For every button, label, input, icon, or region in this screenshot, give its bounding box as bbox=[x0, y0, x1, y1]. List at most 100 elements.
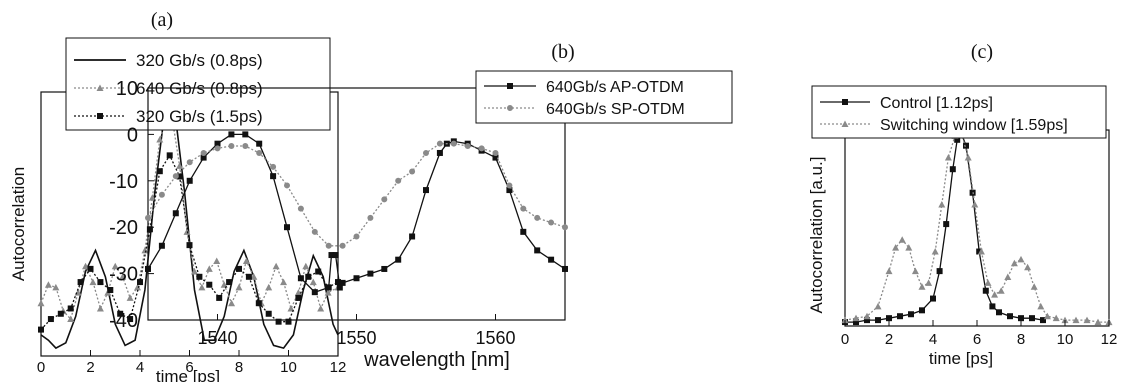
panel-c-series-2-point bbox=[1004, 273, 1012, 280]
panel-b-series-1-point bbox=[423, 187, 429, 194]
panel-c-x-tick-label: 4 bbox=[929, 331, 937, 348]
panel-c-series-2-point bbox=[984, 279, 992, 286]
panel-b-series-2-point bbox=[423, 149, 429, 156]
panel-a-x-tick-label: 2 bbox=[86, 359, 94, 376]
panel-c-series-1-point bbox=[1018, 315, 1024, 322]
panel-c-series-1-point bbox=[1007, 313, 1013, 320]
panel-c-series-1-point bbox=[886, 315, 892, 322]
panel-b-series-2-point bbox=[200, 149, 207, 156]
panel-b-y-ticks: 10 0 -10 -20 -30 -40 bbox=[109, 78, 154, 332]
panel-b-x-axis-label: wavelength [nm] bbox=[363, 349, 510, 371]
panel-c-series-2-point bbox=[841, 316, 849, 324]
panel-a-series-3-point bbox=[315, 268, 322, 275]
panel-a-series-2-point bbox=[156, 136, 164, 143]
panel-b-series-2-point bbox=[520, 205, 527, 212]
panel-c-series-2-point bbox=[874, 302, 882, 310]
panel-b-series-1-point bbox=[328, 252, 335, 259]
panel-c-series-1-point bbox=[864, 317, 870, 324]
panel-c-legend-marker-2 bbox=[841, 120, 849, 127]
panel-a-series-3-point bbox=[107, 287, 114, 293]
panel-c-legend-marker-1 bbox=[842, 99, 848, 105]
panel-a-series-3-point bbox=[295, 294, 302, 301]
panel-c-series-2-point bbox=[1083, 316, 1091, 324]
panel-c-series-2-point bbox=[885, 267, 893, 275]
panel-a-series-2-point bbox=[250, 273, 258, 280]
panel-b-y-tick-label: 10 bbox=[116, 78, 138, 100]
panel-b-series-1-point bbox=[332, 252, 339, 259]
panel-b-series-2-point bbox=[478, 145, 485, 152]
panel-b-x-tick-label: 1540 bbox=[197, 328, 237, 348]
panel-a-series-2-point bbox=[89, 278, 97, 286]
panel-b-legend-marker-2 bbox=[507, 105, 513, 111]
panel-b-y-tick-label: -30 bbox=[109, 264, 138, 286]
panel-c-series-2-point bbox=[931, 248, 939, 255]
panel-c-legend-label-2: Switching window [1.59ps] bbox=[880, 117, 1068, 134]
panel-a-series-3-point bbox=[305, 273, 312, 280]
panel-a-series-2-point bbox=[205, 265, 213, 272]
panel-b-series-1-point bbox=[409, 233, 416, 240]
panel-a-series-3-point bbox=[137, 279, 143, 286]
panel-b-series-1-point bbox=[381, 265, 388, 272]
panel-a-series-3-point bbox=[97, 279, 104, 286]
panel-c-series-1-point bbox=[976, 248, 983, 255]
panel-a-series-3-point bbox=[47, 316, 54, 323]
panel-b-series-1-point bbox=[436, 149, 443, 156]
panel-b-series-1-point bbox=[367, 270, 374, 277]
panel-a-series-2-point bbox=[294, 289, 302, 296]
panel-a-series-2-point bbox=[111, 262, 119, 270]
panel-b-series-1-point bbox=[395, 256, 402, 263]
panel-a-series-3-point bbox=[38, 326, 44, 333]
panel-c-series-1-point bbox=[996, 309, 1002, 316]
panel-c-series-2-point bbox=[977, 248, 985, 255]
panel-a-series-3-point bbox=[255, 300, 262, 307]
panel-c-legend-label-1: Control [1.12ps] bbox=[880, 95, 993, 112]
panel-a-series-3-point bbox=[176, 173, 183, 180]
panel-b-series-2-point bbox=[353, 233, 360, 240]
panel-b-series-2-point bbox=[145, 214, 151, 221]
panel-b-series-2-point bbox=[506, 182, 513, 189]
panel-a-legend-label-1: 320 Gb/s (0.8ps) bbox=[136, 51, 263, 70]
panel-b: (b) 1540 1550 1560 10 0 -10 -20 -30 -40 wavelen… bbox=[109, 41, 733, 371]
panel-c-series-2-point bbox=[1043, 312, 1051, 320]
panel-a-series-2-point bbox=[242, 257, 250, 264]
panel-c-label: (c) bbox=[971, 41, 993, 63]
panel-a-series-3-point bbox=[216, 294, 223, 301]
panel-a-x-tick-label: 10 bbox=[280, 359, 297, 376]
panel-b-series-1-point bbox=[145, 265, 151, 272]
panel-a-series-2-point bbox=[235, 283, 243, 291]
panel-a-series-3-point bbox=[226, 279, 233, 286]
panel-b-series-1-point bbox=[325, 284, 332, 291]
panel-a-series-2-point bbox=[141, 246, 149, 254]
panel-b-y-tick-label: -10 bbox=[109, 171, 138, 193]
panel-a-x-tick-label: 4 bbox=[136, 359, 144, 376]
panel-b-series-2-point bbox=[436, 140, 443, 147]
panel-a-series-2-point bbox=[309, 278, 317, 286]
panel-a-series-3-point bbox=[67, 305, 74, 312]
panel-b-series-1-point bbox=[548, 256, 555, 263]
panel-b-series-2-point bbox=[242, 143, 249, 149]
panel-b-y-tick-label: 0 bbox=[127, 124, 138, 146]
panel-b-series-1-point bbox=[297, 275, 304, 282]
panel-b-series-1-point bbox=[228, 131, 235, 138]
panel-a-series-2-point bbox=[82, 262, 90, 270]
panel-a-series-3-point bbox=[87, 265, 94, 272]
panel-b-series-2-point bbox=[158, 191, 165, 198]
panel-b-series-2-point bbox=[325, 242, 332, 249]
panel-c-series-2-point bbox=[1024, 263, 1032, 271]
panel-a-series-2-point bbox=[126, 294, 134, 301]
panel-b-series-1-point bbox=[284, 224, 290, 231]
panel-b-series-1-point bbox=[186, 177, 193, 184]
panel-c-series-1-point bbox=[897, 313, 903, 320]
panel-c-series-2-point bbox=[905, 244, 913, 251]
panel-b-series-1-point bbox=[520, 228, 527, 235]
panel-b-series-2-point bbox=[228, 143, 235, 149]
panel-b-series-1-point bbox=[270, 173, 277, 180]
panel-c-x-tick-label: 0 bbox=[841, 331, 849, 348]
panel-b-series-1-point bbox=[242, 131, 249, 138]
panel-c-series-1-point bbox=[908, 311, 914, 318]
panel-a-series-2-point bbox=[52, 283, 60, 291]
panel-a-legend-label-3: 320 Gb/s (1.5ps) bbox=[136, 107, 263, 126]
panel-c-series-1-point bbox=[930, 295, 936, 302]
panel-a-x-tick-label: 6 bbox=[185, 359, 193, 376]
panel-a-series-2-point bbox=[148, 194, 156, 201]
